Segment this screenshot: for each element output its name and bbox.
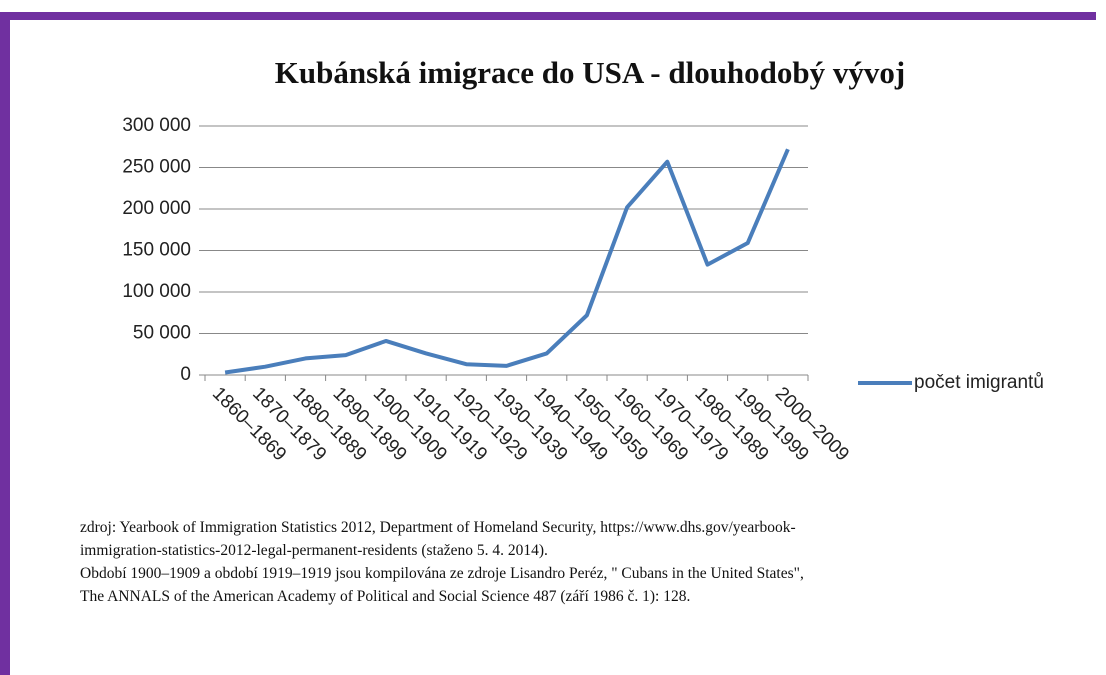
y-tick-label: 0 [180,364,191,385]
legend-label: počet imigrantů [914,372,1044,393]
frame [0,12,1096,675]
y-tick-label: 50 000 [133,323,191,344]
note: zdroj: Yearbook of Immigration Statistic… [80,519,796,536]
note: immigration-statistics-2012-legal-perman… [80,542,548,559]
y-tick-label: 300 000 [122,115,191,136]
y-tick-label: 250 000 [122,157,191,178]
y-tick-label: 150 000 [122,240,191,261]
line [224,148,790,375]
y-tick-label: 100 000 [122,281,191,302]
note: Období 1900–1909 a období 1919–1919 jsou… [80,565,804,582]
note: The ANNALS of the American Academy of Po… [80,588,691,605]
chart-title: Kubánská imigrace do USA - dlouhodobý vý… [275,55,905,90]
notes: zdroj: Yearbook of Immigration Statistic… [80,516,1090,608]
y-tick-label: 200 000 [122,198,191,219]
